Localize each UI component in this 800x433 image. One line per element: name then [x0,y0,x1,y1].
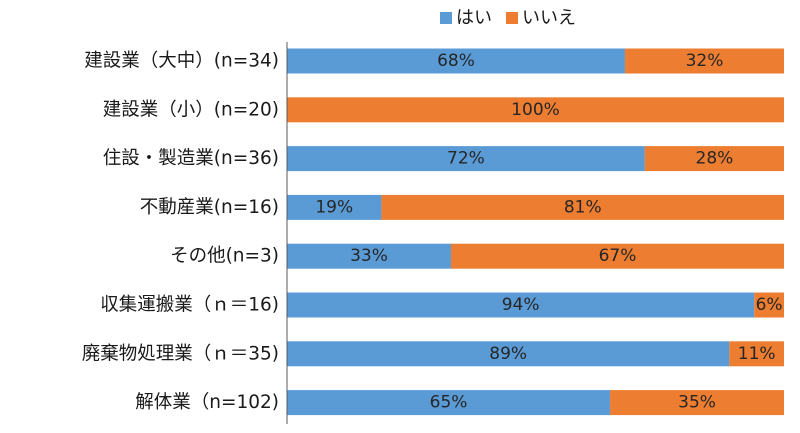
data-label: 65% [430,393,468,413]
legend-swatch [440,12,452,24]
data-label: 32% [686,51,724,71]
bar-segment-yes [287,243,452,269]
bar-segment-no [624,48,784,74]
data-label: 72% [447,149,485,169]
data-label: 11% [738,344,776,364]
legend-label: はい [456,8,492,29]
bar-segment-no [381,194,784,220]
data-label: 19% [315,197,353,217]
legend-swatch [506,12,518,24]
bar-segment-no [754,292,784,318]
category-label: その他(n=3) [170,246,279,267]
data-label: 67% [599,246,637,266]
data-label: 68% [437,51,475,71]
category-label: 建設業（大中）(n=34) [84,51,279,72]
data-label: 33% [350,246,388,266]
data-label: 100% [511,100,560,120]
bar-segment-yes [287,48,625,74]
data-label: 89% [489,344,527,364]
legend-label: いいえ [522,8,576,29]
bar-segment-yes [287,341,730,367]
category-label: 収集運搬業（ｎ＝16) [100,295,279,316]
bar-segment-no [644,146,784,172]
bar-segment-yes [287,292,755,318]
data-label: 28% [696,149,734,169]
category-label: 廃棄物処理業（ｎ＝35) [82,343,279,364]
category-label: 住設・製造業(n=36) [103,148,279,169]
legend: はい いいえ [440,8,576,29]
bar-segment-yes [287,146,645,172]
bar-segment-no [287,97,784,123]
data-label: 81% [564,197,602,217]
bar-segment-no [610,390,784,416]
bar-segment-no [451,243,784,269]
bar-segment-yes [287,194,382,220]
category-label: 建設業（小）(n=20) [103,99,279,120]
bars: 68%32%0%100%72%28%19%81%33%67%94%6%89%11… [287,48,784,416]
data-label: 6% [756,295,783,315]
category-labels: 建設業（大中）(n=34) 建設業（小）(n=20) 住設・製造業(n=36) 不動産… [82,51,279,414]
bar-segment-no [729,341,784,367]
bar-segment-yes [287,390,611,416]
category-label: 解体業（n=102) [135,392,279,413]
data-label: 94% [502,295,540,315]
data-label: 35% [678,393,716,413]
category-label: 不動産業(n=16) [140,197,279,218]
